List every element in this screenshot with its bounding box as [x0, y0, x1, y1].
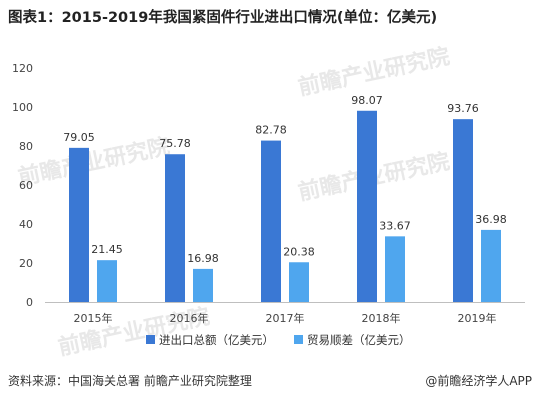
brand-credit: @前瞻经济学人APP: [425, 374, 532, 388]
data-label: 82.78: [255, 124, 287, 137]
legend-label: 进出口总额（亿美元）: [159, 333, 274, 347]
watermark-text: 前瞻产业研究院: [296, 43, 452, 100]
bar-total-trade: [261, 140, 281, 302]
data-label: 16.98: [187, 252, 219, 265]
bar-trade-surplus: [193, 268, 213, 302]
bar-chart: 前瞻产业研究院前瞻产业研究院前瞻产业研究院前瞻产业研究院 02040608010…: [12, 43, 525, 361]
x-tick-label: 2018年: [362, 311, 401, 325]
data-label: 20.38: [283, 245, 315, 258]
legend-label: 贸易顺差（亿美元）: [307, 333, 411, 347]
y-tick-label: 60: [19, 179, 33, 192]
bar-total-trade: [69, 147, 89, 302]
x-tick-label: 2019年: [458, 311, 497, 325]
chart-title: 图表1：2015-2019年我国紧固件行业进出口情况(单位：亿美元): [8, 10, 438, 26]
y-tick-label: 100: [12, 101, 33, 114]
y-tick-label: 120: [12, 62, 33, 75]
bar-total-trade: [453, 119, 473, 302]
legend-swatch: [146, 335, 155, 344]
y-tick-label: 0: [26, 296, 33, 309]
data-label: 33.67: [379, 219, 411, 232]
source-note: 资料来源：中国海关总署 前瞻产业研究院整理: [8, 374, 252, 388]
y-axis: 0 20 40 60 80 100 120: [12, 62, 33, 309]
x-tick-label: 2015年: [74, 311, 113, 325]
bar-trade-surplus: [385, 236, 405, 302]
bar-trade-surplus: [97, 260, 117, 302]
bar-total-trade: [357, 110, 377, 303]
legend: 进出口总额（亿美元） 贸易顺差（亿美元）: [146, 333, 411, 347]
y-tick-label: 40: [19, 218, 33, 231]
bar-trade-surplus: [481, 229, 501, 302]
data-label: 79.05: [63, 131, 95, 144]
y-tick-label: 80: [19, 140, 33, 153]
x-tick-label: 2016年: [170, 311, 209, 325]
x-axis: 2015年 2016年 2017年 2018年 2019年: [45, 302, 525, 325]
y-tick-label: 20: [19, 257, 33, 270]
data-label: 98.07: [351, 94, 383, 107]
data-label: 36.98: [475, 213, 507, 226]
legend-swatch: [294, 335, 303, 344]
data-label: 21.45: [91, 243, 123, 256]
bar-series: 79.05 75.78 82.78 98.07 93.76 21.45 16.98 20.38…: [63, 94, 507, 303]
data-label: 75.78: [159, 137, 191, 150]
data-label: 93.76: [447, 102, 479, 115]
x-tick-label: 2017年: [266, 311, 305, 325]
bar-total-trade: [165, 154, 185, 302]
bar-trade-surplus: [289, 262, 309, 302]
